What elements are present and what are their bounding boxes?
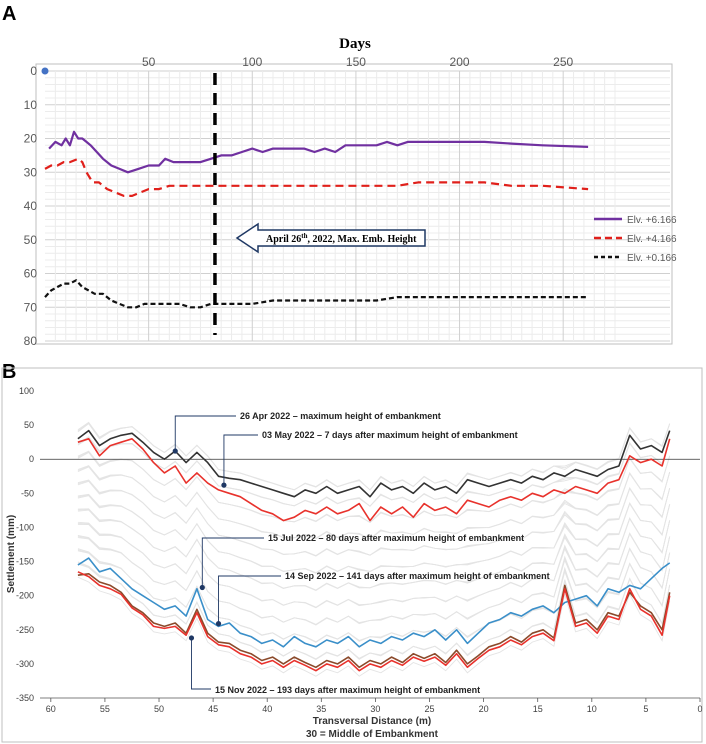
panel-b-x-label-note: 30 = Middle of Embankment bbox=[306, 729, 439, 740]
annotation-text: April 26th, 2022, Max. Emb. Height bbox=[266, 232, 417, 245]
panel-b-y-tick-label: -150 bbox=[16, 557, 34, 567]
panel-a-y-tick-label: 40 bbox=[24, 199, 38, 213]
background-trace bbox=[77, 576, 671, 677]
panel-b-x-tick-label: 5 bbox=[643, 704, 648, 714]
annotation-label: 14 Sep 2022 – 141 days after maximum hei… bbox=[285, 571, 550, 581]
panel-a-series bbox=[44, 130, 589, 309]
panel-b-x-tick-label: 40 bbox=[262, 704, 272, 714]
panel-b-y-tick-label: -250 bbox=[16, 625, 34, 635]
background-trace bbox=[77, 436, 671, 507]
series-line-elv-4-166 bbox=[44, 157, 589, 197]
panel-a-y-tick-label: 30 bbox=[24, 165, 38, 179]
background-trace bbox=[77, 493, 671, 574]
annotation-label: 15 Nov 2022 – 193 days after maximum hei… bbox=[215, 685, 480, 695]
panel-b-y-tick-label: -350 bbox=[16, 693, 34, 703]
panel-a-label: A bbox=[2, 3, 16, 25]
panel-b-label: B bbox=[2, 361, 16, 383]
panel-a-y-tick-label: 50 bbox=[24, 233, 38, 247]
annotation-label: 26 Apr 2022 – maximum height of embankme… bbox=[240, 411, 441, 421]
background-trace bbox=[77, 508, 671, 592]
panel-b-x-tick-label: 60 bbox=[46, 704, 56, 714]
panel-a-x-tick-label: 250 bbox=[553, 55, 573, 69]
panel-b-x-tick-label: 15 bbox=[533, 704, 543, 714]
annotation-arrow bbox=[235, 222, 426, 254]
panel-b-y-tick-label: -50 bbox=[21, 488, 34, 498]
panel-b-y-tick-label: -300 bbox=[16, 659, 34, 669]
panel-b-y-tick-label: 100 bbox=[19, 386, 34, 396]
panel-a: Days 50 100 150 200 250 0 10 20 30 40 50 60 70 80 Ap… bbox=[24, 36, 677, 348]
panel-b-y-tick-label: -200 bbox=[16, 591, 34, 601]
max-height-annotation: April 26th, 2022, Max. Emb. Height bbox=[235, 222, 426, 254]
panel-b-x-tick-label: 30 bbox=[370, 704, 380, 714]
panel-b-x-tick-label: 45 bbox=[208, 704, 218, 714]
panel-b-y-ticks: 100 50 0 -50 -100 -150 -200 -250 -300 -350 bbox=[16, 386, 34, 703]
legend-label-elv-0166: Elv. +0.166 bbox=[627, 253, 677, 264]
annotation-label: 03 May 2022 – 7 days after maximum heigh… bbox=[262, 430, 518, 440]
panel-b-y-label: Settlement (mm) bbox=[6, 515, 17, 593]
panel-a-y-tick-label: 0 bbox=[30, 64, 37, 78]
background-trace bbox=[77, 450, 671, 524]
annotation-leader bbox=[201, 537, 264, 588]
background-trace bbox=[77, 521, 671, 609]
panel-a-x-ticks: 50 100 150 200 250 bbox=[142, 55, 574, 69]
panel-b-y-tick-label: -100 bbox=[16, 522, 34, 532]
panel-a-title: Days bbox=[339, 36, 371, 52]
panel-b-x-label: Transversal Distance (m) bbox=[313, 716, 431, 727]
panel-a-x-tick-label: 100 bbox=[242, 55, 262, 69]
background-trace bbox=[77, 421, 671, 491]
panel-a-frame bbox=[35, 63, 673, 345]
origin-marker bbox=[41, 67, 49, 75]
panel-b-x-tick-label: 20 bbox=[479, 704, 489, 714]
panel-b-x-tick-label: 0 bbox=[697, 704, 702, 714]
panel-b-x-tick-label: 50 bbox=[154, 704, 164, 714]
panel-b-x-tick-label: 25 bbox=[425, 704, 435, 714]
panel-a-x-tick-label: 50 bbox=[142, 55, 156, 69]
panel-b-y-tick-label: 0 bbox=[29, 454, 34, 464]
series-line-elv-6-166 bbox=[48, 130, 589, 174]
panel-b: 60 55 50 45 40 35 30 25 20 15 10 5 0 100500-50-100-1… bbox=[1, 367, 703, 743]
annotation-leader bbox=[191, 637, 211, 690]
panel-b-x-tick-label: 55 bbox=[100, 704, 110, 714]
panel-a-legend: Elv. +6.166 Elv. +4.166 Elv. +0.166 bbox=[594, 215, 677, 264]
survey-line-15-jul-2022 bbox=[77, 557, 671, 648]
panel-b-x-tick-label: 10 bbox=[587, 704, 597, 714]
panel-b-y-tick-label: 50 bbox=[24, 420, 34, 430]
annotation-leader bbox=[174, 415, 236, 452]
survey-line-03-may-2022 bbox=[77, 437, 671, 522]
background-trace bbox=[77, 561, 671, 661]
panel-b-annotations: 26 Apr 2022 – maximum height of embankme… bbox=[172, 411, 550, 695]
panel-b-frame bbox=[1, 367, 703, 743]
panel-b-background-traces bbox=[77, 421, 671, 677]
background-trace bbox=[77, 465, 671, 540]
annotation-leader bbox=[218, 575, 281, 624]
annotation-leader bbox=[223, 434, 258, 486]
annotation-point bbox=[172, 448, 178, 454]
annotation-point bbox=[221, 482, 227, 488]
panel-a-y-tick-label: 60 bbox=[24, 267, 38, 281]
panel-a-y-tick-label: 70 bbox=[24, 300, 38, 314]
panel-b-x-tick-label: 35 bbox=[316, 704, 326, 714]
background-trace bbox=[77, 535, 671, 626]
panel-a-y-tick-label: 80 bbox=[24, 334, 38, 348]
annotation-point bbox=[188, 635, 195, 641]
annotation-label: 15 Jul 2022 – 80 days after maximum heig… bbox=[268, 533, 524, 543]
panel-a-y-ticks: 0 10 20 30 40 50 60 70 80 bbox=[24, 64, 38, 348]
panel-b-x-ticks: 60 55 50 45 40 35 30 25 20 15 10 5 0 bbox=[46, 698, 703, 714]
survey-line-14-sep-2022 bbox=[77, 572, 671, 669]
panel-a-x-tick-label: 150 bbox=[346, 55, 366, 69]
legend-label-elv-4166: Elv. +4.166 bbox=[627, 234, 677, 245]
panel-a-y-tick-label: 20 bbox=[24, 132, 38, 146]
survey-line-15-nov-2022 bbox=[77, 571, 671, 672]
annotation-point bbox=[215, 621, 222, 627]
background-trace bbox=[77, 548, 671, 643]
annotation-point bbox=[199, 584, 205, 591]
background-trace bbox=[77, 479, 671, 557]
panel-a-y-tick-label: 10 bbox=[24, 98, 38, 112]
background-trace bbox=[77, 451, 671, 524]
series-line-elv-0-166 bbox=[44, 279, 589, 309]
panel-a-x-tick-label: 200 bbox=[450, 55, 470, 69]
legend-label-elv-6166: Elv. +6.166 bbox=[627, 215, 677, 226]
